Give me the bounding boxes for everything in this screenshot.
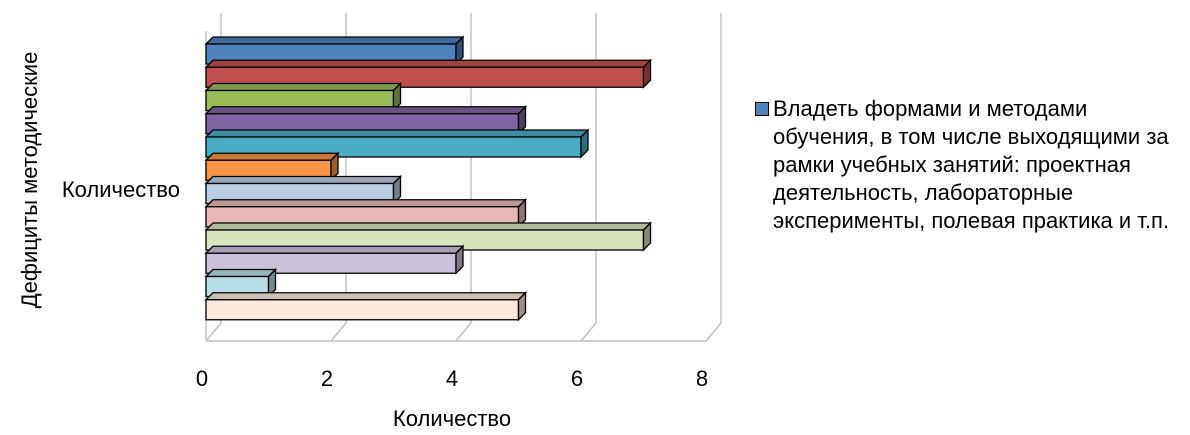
bar-top bbox=[204, 268, 278, 278]
bar-side bbox=[517, 105, 527, 136]
bar-top bbox=[204, 59, 653, 68]
bar bbox=[204, 244, 465, 275]
bar bbox=[204, 58, 653, 89]
bar bbox=[204, 174, 403, 206]
x-tick-label: 0 bbox=[196, 366, 208, 391]
gridline-depth bbox=[705, 322, 722, 342]
bar-top bbox=[204, 129, 590, 138]
bar-front bbox=[205, 299, 520, 321]
bar-side bbox=[330, 151, 339, 182]
gridline-depth bbox=[455, 322, 472, 342]
bar bbox=[204, 267, 278, 299]
bar bbox=[204, 151, 340, 182]
bar-top bbox=[204, 106, 528, 115]
bar-top bbox=[204, 82, 403, 92]
x-tick-label: 6 bbox=[571, 366, 583, 391]
legend-swatch bbox=[755, 102, 769, 116]
bar-top bbox=[204, 222, 653, 231]
bar-top bbox=[204, 292, 528, 301]
bar-side bbox=[517, 291, 527, 322]
bar-side bbox=[642, 221, 652, 252]
gridline-depth bbox=[205, 322, 222, 342]
bar-side bbox=[267, 267, 277, 299]
bar bbox=[204, 128, 590, 159]
y-axis-title: Дефициты методические bbox=[17, 52, 42, 309]
bar-side bbox=[392, 174, 402, 206]
bar-side bbox=[455, 244, 464, 275]
bar-top bbox=[204, 152, 340, 161]
tick-layer: 0 2 4 6 8 bbox=[196, 366, 708, 391]
bar-side bbox=[580, 128, 589, 159]
bar bbox=[204, 198, 528, 229]
gridline-depth bbox=[580, 322, 597, 342]
bar bbox=[204, 105, 528, 136]
bar-top bbox=[204, 199, 528, 208]
bar-side bbox=[517, 198, 527, 229]
bar-side bbox=[392, 81, 402, 113]
x-axis-title: Количество bbox=[393, 406, 511, 430]
x-tick-label: 4 bbox=[446, 366, 458, 391]
bar-layer bbox=[204, 35, 653, 322]
x-tick-label: 8 bbox=[696, 366, 708, 391]
bar bbox=[204, 291, 528, 322]
bar-side bbox=[455, 35, 464, 66]
bar-top bbox=[204, 175, 403, 185]
bar bbox=[204, 81, 403, 113]
x-tick-label: 2 bbox=[321, 366, 333, 391]
bar-top bbox=[204, 36, 465, 45]
legend: Владеть формами и методами обучения, в т… bbox=[755, 95, 1185, 235]
legend-entry-label: Владеть формами и методами обучения, в т… bbox=[773, 96, 1170, 233]
gridline-depth bbox=[330, 322, 347, 342]
bar-side bbox=[642, 58, 652, 89]
category-label: Количество bbox=[62, 177, 180, 202]
bar-top bbox=[204, 245, 465, 254]
